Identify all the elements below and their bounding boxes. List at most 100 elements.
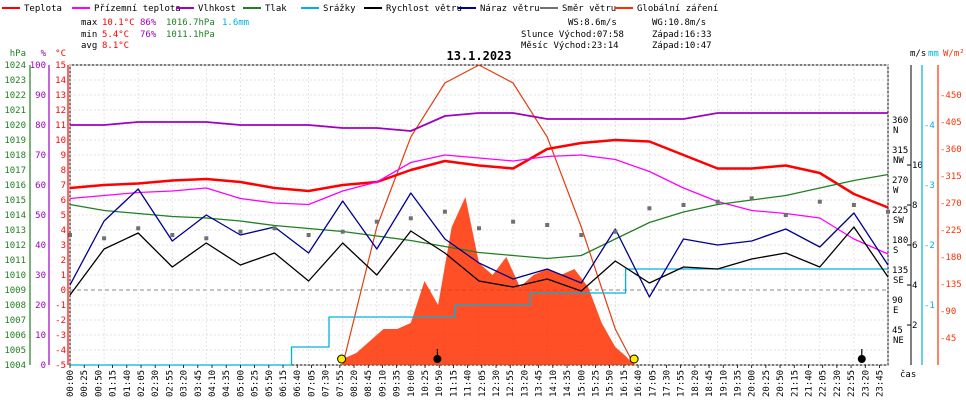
- legend-label-teplota: Teplota: [24, 4, 62, 14]
- x-tick-label: 13:20: [520, 370, 530, 397]
- axis-hpa-tick-label: 1010: [4, 271, 26, 281]
- x-tick-label: 08:20: [350, 370, 360, 397]
- axis-wm2-tick-label: -270: [940, 199, 962, 209]
- series-teplota: [69, 138, 889, 209]
- wind-direction-point: [306, 233, 311, 237]
- axis-dir-compass-label: SE: [893, 276, 904, 286]
- axis-hpa-tick-label: 1011: [4, 256, 26, 266]
- wind-direction-point: [272, 226, 277, 231]
- info-moon: Měsíc Východ:23:14: [521, 41, 619, 51]
- x-tick-label: 14:35: [563, 370, 573, 397]
- x-axis-unit: čas: [900, 369, 916, 380]
- x-tick-label: 20:25: [762, 370, 772, 397]
- axis-wm2-tick-label: -45: [940, 334, 956, 344]
- wind-direction-point: [204, 236, 209, 241]
- axis-temp-tick-label: 2: [61, 256, 66, 266]
- axis-hpa-tick-label: 1020: [4, 121, 26, 131]
- x-tick-label: 18:45: [705, 370, 715, 397]
- axis-temp-tick-label: -2: [55, 316, 66, 326]
- x-tick-label: 08:45: [364, 370, 374, 397]
- wind-direction-point: [68, 233, 72, 237]
- series-area-globalni-zareni: [342, 197, 635, 365]
- series-srazky: [70, 268, 888, 366]
- axis-hpa-tick-label: 1013: [4, 226, 26, 236]
- axis-wm2-tick-label: -360: [940, 145, 962, 155]
- axis-hpa-unit: hPa: [10, 49, 26, 59]
- series-naraz-vetru: [69, 188, 889, 298]
- x-tick-label: 05:25: [251, 370, 261, 397]
- wind-direction-point: [238, 229, 243, 234]
- wind-direction-point: [681, 203, 686, 207]
- x-tick-label: 02:30: [151, 370, 161, 397]
- axis-temp-tick-label: 7: [61, 181, 66, 191]
- axis-temp-unit: °C: [55, 49, 66, 59]
- axis-temp-tick-label: 12: [55, 106, 66, 116]
- x-tick-label: 04:35: [222, 370, 232, 397]
- axis-temp-tick-label: 0: [61, 286, 66, 296]
- x-tick-label: 06:15: [279, 370, 289, 397]
- stats-max-hum: 86%: [140, 18, 157, 28]
- axis-dir-tick-label: 270: [892, 176, 908, 186]
- x-tick-label: 12:55: [506, 370, 516, 397]
- axis-pct-tick-label: 10: [35, 331, 46, 341]
- x-tick-label: 10:00: [407, 370, 417, 397]
- stats-avg-label: avg: [81, 41, 97, 51]
- stats-min-press: 1011.1hPa: [166, 30, 215, 40]
- x-tick-label: 00:00: [66, 370, 76, 397]
- x-tick-label: 11:15: [449, 370, 459, 397]
- axis-hpa-tick-label: 1005: [4, 346, 26, 356]
- axis-pct-unit: %: [41, 49, 47, 59]
- axis-wm2-tick-label: -450: [940, 91, 962, 101]
- x-tick-label: 10:25: [421, 370, 431, 397]
- x-tick-label: 22:05: [819, 370, 829, 397]
- axis-temp-tick-label: 3: [61, 241, 66, 251]
- x-tick-label: 18:20: [691, 370, 701, 397]
- axis-dir-compass-label: S: [893, 246, 898, 256]
- x-tick-label: 09:10: [378, 370, 388, 397]
- x-tick-label: 15:00: [577, 370, 587, 397]
- axis-dir-tick-label: 225: [892, 206, 908, 216]
- stats-max-temp: 10.1°C: [102, 18, 135, 28]
- axis-temp-tick-label: 10: [55, 136, 66, 146]
- series-rychlost-vetru: [69, 226, 889, 296]
- wind-direction-point: [886, 209, 890, 214]
- wind-direction-point: [136, 226, 141, 231]
- sun-marker-zapad: [629, 354, 639, 364]
- x-tick-label: 11:40: [464, 370, 474, 397]
- x-tick-label: 17:30: [663, 370, 673, 397]
- axis-temp-tick-label: 14: [55, 76, 66, 86]
- axis-dir-compass-label: NW: [893, 156, 904, 166]
- axis-mm-tick-label: -1: [924, 301, 935, 311]
- axis-pct-tick-label: 80: [35, 121, 46, 131]
- info-moon-set: Západ:10:47: [652, 41, 712, 51]
- x-tick-label: 16:15: [620, 370, 630, 397]
- legend-label-prizemni-teplota: Přízemní teplota: [94, 4, 181, 14]
- info-ws: WS:8.6m/s: [568, 18, 617, 28]
- wind-direction-point: [817, 199, 822, 204]
- wind-direction-point: [715, 199, 720, 204]
- axis-temp-tick-label: -3: [55, 331, 66, 341]
- wind-direction-point: [408, 216, 413, 221]
- axis-temp-tick-label: -5: [55, 361, 66, 371]
- x-tick-label: 23:45: [876, 370, 886, 397]
- wind-direction-point: [442, 209, 447, 214]
- axis-hpa-tick-label: 1015: [4, 196, 26, 206]
- clear-sky-radiation-curve: [342, 64, 635, 366]
- x-tick-label: 04:10: [208, 370, 218, 397]
- stats-max-press: 1016.7hPa: [166, 18, 215, 28]
- stats-min-hum: 76%: [140, 30, 157, 40]
- axis-pct-tick-label: 0: [41, 361, 46, 371]
- axis-hpa-tick-label: 1007: [4, 316, 26, 326]
- axis-dir-compass-label: NE: [893, 336, 904, 346]
- axis-mm-unit: mm: [928, 49, 939, 59]
- axis-temp-tick-label: 15: [55, 61, 66, 71]
- x-tick-label: 07:05: [307, 370, 317, 397]
- axis-dir-tick-label: 315: [892, 146, 908, 156]
- axis-hpa-tick-label: 1004: [4, 361, 26, 371]
- x-tick-label: 09:35: [393, 370, 403, 397]
- legend-label-rychlost-vetru: Rychlost větru: [386, 4, 462, 14]
- chart-title: 13.1.2023: [446, 49, 511, 63]
- axis-hpa-tick-label: 1012: [4, 241, 26, 251]
- axis-wm2-unit: W/m²: [943, 49, 965, 59]
